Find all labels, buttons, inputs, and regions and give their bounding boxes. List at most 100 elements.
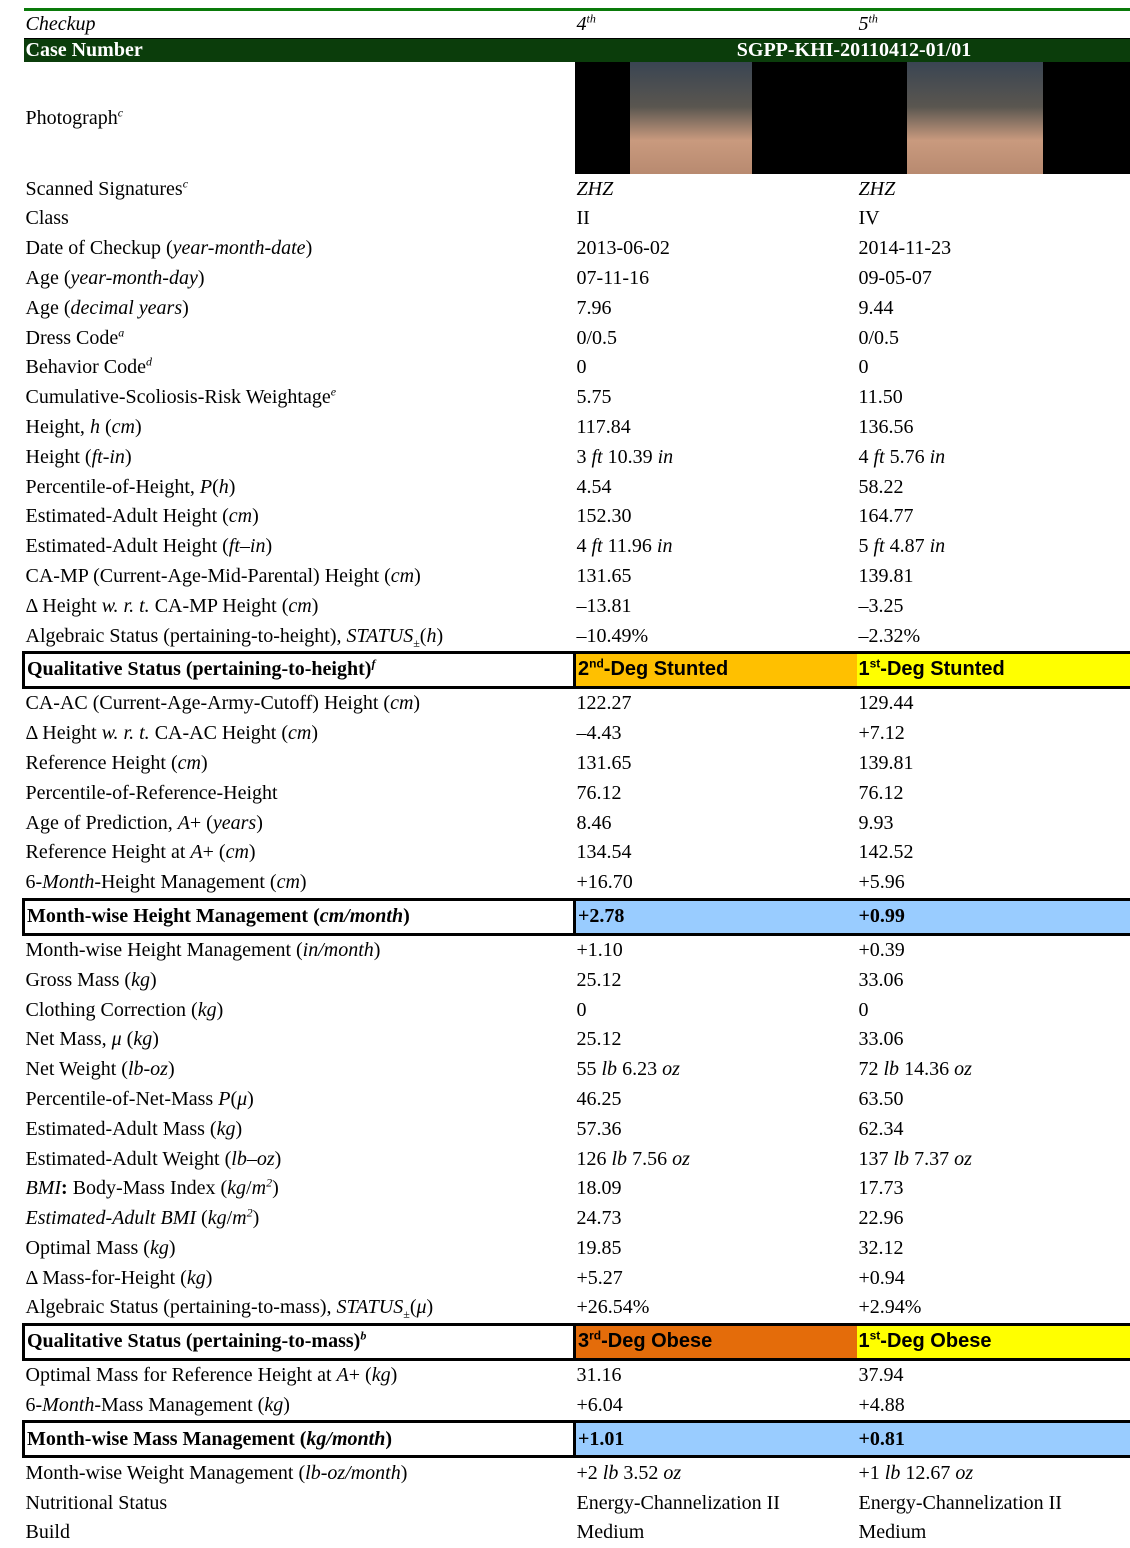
- text: 25.12: [577, 1028, 622, 1050]
- row-value: 62.34: [857, 1114, 1130, 1144]
- row-value: +26.54%: [575, 1293, 857, 1324]
- row-value: –13.81: [575, 591, 857, 621]
- row-label: Height (ft-in): [24, 442, 575, 472]
- row-value: –3.25: [857, 591, 1130, 621]
- row-value: 0: [857, 353, 1130, 383]
- text: ZHZ: [577, 178, 614, 200]
- text: ): [265, 535, 272, 557]
- checkup-table: Checkup 4th 5th Case Number SGPP-KHI-201…: [22, 8, 1130, 1548]
- text: 142.52: [859, 841, 914, 863]
- text: ZHZ: [859, 178, 896, 200]
- portrait: [630, 62, 752, 174]
- text: kg: [133, 1028, 152, 1050]
- text: 58.22: [859, 476, 904, 498]
- row-value: 134.54: [575, 838, 857, 868]
- row: Δ Height w. r. t. CA-AC Height (cm)–4.43…: [24, 719, 1130, 749]
- text: 152.30: [577, 505, 632, 527]
- row-value: +2.94%: [857, 1293, 1130, 1324]
- text-sup: nd: [589, 657, 604, 671]
- text: ): [275, 1148, 282, 1170]
- text: nd: [589, 657, 604, 671]
- row-label: Estimated-Adult Height (cm): [24, 502, 575, 532]
- row-label: BMI: Body-Mass Index (kg/m2): [24, 1174, 575, 1204]
- row-value: 2013-06-02: [575, 234, 857, 264]
- text: +4.88: [859, 1394, 905, 1416]
- row-value: 0: [575, 353, 857, 383]
- text: Month-wise Height Management (: [26, 939, 303, 961]
- text: 6-: [26, 871, 43, 893]
- text: 8.46: [577, 812, 612, 834]
- row-value: 3 ft 10.39 in: [575, 442, 857, 472]
- text: 9.93: [859, 812, 894, 834]
- text: 17.73: [859, 1177, 904, 1199]
- text: 33.06: [859, 969, 904, 991]
- text: cm: [288, 595, 311, 617]
- text: Month: [42, 871, 94, 893]
- text: cm: [229, 505, 252, 527]
- text-i: in/month: [303, 939, 374, 961]
- text-i: lb: [612, 1148, 628, 1170]
- text-i: cm: [288, 722, 311, 744]
- row-value: 126 lb 7.56 oz: [575, 1144, 857, 1174]
- text: ±: [413, 636, 420, 650]
- text-i: h: [90, 416, 100, 438]
- row-label: Age (year-month-day): [24, 264, 575, 294]
- text-i: A: [178, 812, 190, 834]
- text: kg: [217, 1118, 236, 1140]
- text: in/month: [303, 939, 374, 961]
- text-i: in: [930, 446, 946, 468]
- text: 136.56: [859, 416, 914, 438]
- text: BMI: [26, 1177, 62, 1199]
- text: (: [212, 476, 219, 498]
- text: c: [118, 105, 123, 119]
- row-value: 55 lb 6.23 oz: [575, 1055, 857, 1085]
- text: oz: [662, 1058, 680, 1080]
- row: Algebraic Status (pertaining-to-mass), S…: [24, 1293, 1130, 1324]
- row-label: Qualitative Status (pertaining-to-mass)b: [24, 1324, 575, 1359]
- text: year-month-day: [70, 267, 197, 289]
- text: ): [201, 752, 208, 774]
- text: 72: [859, 1058, 884, 1080]
- text: Photograph: [26, 107, 118, 129]
- text: Medium: [577, 1521, 645, 1543]
- text: 7.96: [577, 297, 612, 319]
- row-label: Net Weight (lb-oz): [24, 1055, 575, 1085]
- row-value: 25.12: [575, 965, 857, 995]
- row-label: Estimated-Adult Height (ft–in): [24, 532, 575, 562]
- text: 131.65: [577, 752, 632, 774]
- text: Height,: [26, 416, 90, 438]
- text: ft: [592, 535, 603, 557]
- text: kg: [150, 1237, 169, 1259]
- text: ): [168, 1058, 175, 1080]
- row-label: Dress Codea: [24, 323, 575, 353]
- text: 4.54: [577, 476, 612, 498]
- text: 4: [577, 535, 592, 557]
- text: 137: [859, 1148, 894, 1170]
- text: +0.99: [859, 905, 905, 927]
- text: kg/month: [306, 1428, 385, 1450]
- text-i: cm: [178, 752, 201, 774]
- text: A: [190, 841, 202, 863]
- row-value: –4.43: [575, 719, 857, 749]
- text: -Deg Stunted: [880, 658, 1004, 680]
- text-i: kg: [131, 969, 150, 991]
- text: d: [146, 355, 152, 369]
- photo: [857, 62, 1130, 174]
- row-value: 0: [857, 995, 1130, 1025]
- text-i: cm: [288, 595, 311, 617]
- row-label: CA-MP (Current-Age-Mid-Parental) Height …: [24, 562, 575, 592]
- text: 3: [578, 1330, 589, 1352]
- text-i: kg: [208, 1207, 227, 1229]
- text: STATUS: [337, 1296, 404, 1318]
- row-value: 117.84: [575, 413, 857, 443]
- text: Optimal Mass for Reference Height at: [26, 1364, 337, 1386]
- row-value: +16.70: [575, 868, 857, 899]
- text: +26.54%: [577, 1296, 650, 1318]
- row-label: Month-wise Height Management (in/month): [24, 934, 575, 965]
- text: lb-oz/month: [305, 1462, 401, 1484]
- text: ft–in: [229, 535, 266, 557]
